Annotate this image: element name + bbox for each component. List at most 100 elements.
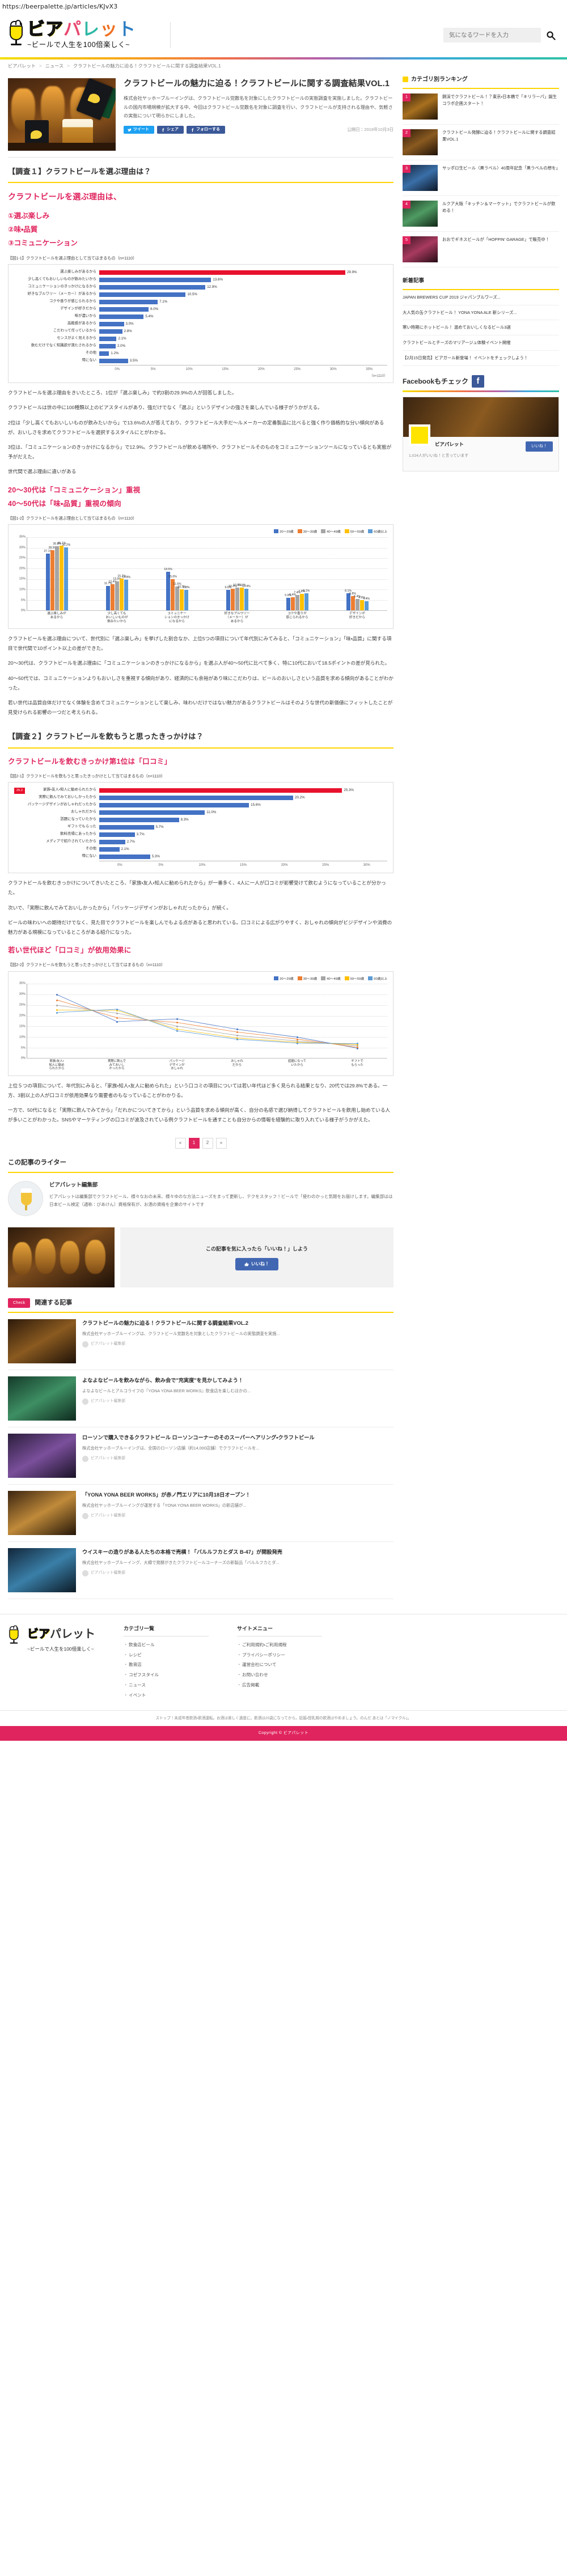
avatar [82, 1455, 88, 1462]
table-row: コクや香りが感じられるから 7.1% [14, 299, 387, 305]
share-facebook-button[interactable]: シェア [157, 125, 184, 134]
facebook-like-button[interactable]: いいね！ [526, 441, 553, 452]
bar-label: 飲料売場にあったから [60, 832, 96, 836]
legend-item: 30〜39歳 [297, 976, 317, 983]
data-point [236, 1035, 238, 1037]
list-item[interactable]: 3 サッポロ生ビール〈黒ラベル〉40周年記念「黒ラベルの想を」 [403, 160, 560, 196]
list-item[interactable]: JAPAN BREWERS CUP 2019 ジャパンブルワーズ... [403, 290, 559, 305]
bar-label: 少し高くてもおいしいものが飲みたいから [28, 277, 96, 282]
figure1-chart: 選ぶ楽しみがあるから 29.9% 少し高くてもおいしいものが飲みたいから 13.6% コ… [8, 263, 393, 384]
bar: 10.3% [229, 585, 237, 611]
like-box-text: この記事を気に入ったら「いいね！」しよう [205, 1246, 308, 1252]
bar-track: 2.0% [99, 343, 387, 348]
list-item[interactable]: 大人気の缶クラフトビール！ YONA YONA ALE 新シリーズ... [403, 305, 559, 321]
list-item-thumbnail: 3 [403, 164, 438, 191]
list-item[interactable]: 4 ルクア大阪「キッチン＆マーケット」でクラフトビールが飲める！ [403, 196, 559, 232]
survey1-para-4: 世代間で選ぶ理由に違いがある [8, 469, 77, 475]
search-input[interactable] [443, 28, 541, 43]
breadcrumb-item-0[interactable]: ビアパレット [8, 63, 36, 69]
list-item-title: ウイスキーの造りがある人たちの本格で売横！「バルルフカとダス B-47」が開設発… [82, 1549, 282, 1555]
list-item[interactable]: ウイスキーの造りがある人たちの本格で売横！「バルルフカとダス B-47」が開設発… [8, 1542, 393, 1599]
bar-value: 15.0% [168, 575, 177, 579]
list-item[interactable]: 5 おおでギネスビールが「HOPPIN' GARAGE」で販売中！ [403, 232, 559, 267]
axis-tick: 35% [19, 535, 26, 539]
like-button[interactable]: いいね！ [235, 1258, 278, 1270]
bar-value: 14.8% [122, 575, 131, 579]
list-item[interactable]: 【2月15日発売】ビアガール新登場！ イベントをチェックしよう！ [403, 351, 559, 366]
site-logo[interactable]: ビアパレット ~ビールで人生を100倍楽しく~ [8, 19, 136, 51]
list-item[interactable]: よなよなビールを飲みながら、飲み会で"充実度"を見かしてみよう！ よなよなビールと… [8, 1370, 393, 1427]
axis-label: コクや香りが 感じられるから [286, 612, 308, 620]
table-row: 飲料売場にあったから 3.7% [14, 831, 387, 838]
footer-link[interactable]: 教育店 [124, 1660, 209, 1670]
breadcrumb-item-1[interactable]: ニュース [45, 63, 64, 69]
search-icon[interactable] [546, 31, 556, 40]
bar-value: 11.0% [206, 810, 217, 814]
axis-tick: 20% [257, 367, 265, 371]
table-row: 話題になっていたから 8.3% [14, 817, 387, 823]
footer-link[interactable]: コゼフスタイル [124, 1670, 209, 1681]
list-item[interactable]: クラフトビールの魅力に迫る！クラフトビールに関する調査結果VOL.2 株式会社ヤッ… [8, 1313, 393, 1370]
survey1b-heading-2: 40〜50代は「味・品質」重視の傾向 [8, 499, 121, 508]
share-twitter-button[interactable]: ツイート [124, 125, 154, 134]
footer-link[interactable]: 広告掲載 [237, 1681, 322, 1691]
breadcrumb-item-2[interactable]: クラフトビールの魅力に迫る！クラフトビールに関する調査結果VOL.1 [73, 63, 221, 69]
footer-link[interactable]: ニュース [124, 1681, 209, 1691]
list-item[interactable]: 「YONA YONA BEER WORKS」が赤ノ門エリアに10月18日オープン… [8, 1485, 393, 1542]
axis-label: おしゃれ だから [231, 1060, 243, 1067]
bar-track: 3.5% [99, 358, 387, 363]
page-next[interactable]: » [215, 1137, 227, 1149]
footer-col-0-title: カテゴリ一覧 [124, 1625, 209, 1637]
list-item[interactable]: 2 クラフトビール発酵に迫る！クラフトビールに関する調査結果VOL.1 [403, 125, 559, 160]
browser-url-bar[interactable]: https://beerpalette.jp/articles/KJvX3 [2, 3, 118, 10]
survey1-para-0: クラフトビールを選ぶ理由をきいたところ、1位が「選ぶ楽しみ」で約3割の29.9%… [8, 390, 237, 396]
bar-track: 3.7% [99, 832, 387, 837]
bar: 9.8% [183, 586, 189, 611]
page-prev[interactable]: « [175, 1137, 186, 1149]
like-box-image [8, 1227, 115, 1288]
axis-tick: 25% [19, 1003, 26, 1007]
table-row: 特にない 5.3% [14, 853, 387, 860]
data-point [296, 1040, 298, 1042]
figure4-caption: 【図2-2】クラフトビールを飲もうと思ったきっかけとして当てはまるもの（n=11… [8, 962, 166, 968]
share-follow-button[interactable]: フォローする [187, 125, 225, 134]
bar: 8.1% [345, 589, 352, 611]
survey1-para-2: 2位は「少し高くてもおいしいものが飲みたいから」で13.6%の人が答えており、ク… [8, 419, 384, 435]
legend-item: 50〜59歳 [344, 529, 364, 535]
facebook-like-count: 1,024人がいいね！と言っています [409, 453, 469, 458]
facebook-page-plugin[interactable]: ビアパレット いいね！ 1,024人がいいね！と言っています [403, 396, 559, 471]
list-item[interactable]: 1 錦渓でクラフトビール！？東京・日本橋で「キリラーパ」誕生コラボ企画スタート！ [403, 89, 559, 125]
footer-link[interactable]: 運営会社について [237, 1660, 322, 1670]
footer-link[interactable]: お問い合わせ [237, 1670, 322, 1681]
y-axis: 0% 5% 10% 15% 20% 25% 30% 35% [14, 535, 27, 612]
table-row: 味が濃いから 5.4% [14, 313, 387, 320]
bar: 11.5% [173, 583, 181, 611]
bar: 7.8% [298, 590, 305, 611]
axis-tick: 35% [366, 367, 373, 371]
page-2[interactable]: 2 [202, 1137, 213, 1149]
bar-track: 6.0% [99, 307, 387, 312]
footer-link[interactable]: イベント [124, 1691, 209, 1701]
footer-link[interactable]: 飲食店ビール [124, 1640, 209, 1650]
bar-track: 12.9% [99, 284, 387, 290]
list-item[interactable]: 寒い時期にホットビール！ 温めておいしくなるビール3選 [403, 320, 559, 336]
bar-fill [99, 299, 158, 304]
survey2-para-2: ビールの味わいへの期待だけでなく、見た目でクラフトビールを楽しんでもよる点がある… [8, 919, 392, 935]
list-item-title: おおでギネスビールが「HOPPIN' GARAGE」で販売中！ [442, 236, 550, 242]
list-item[interactable]: クラフトビールとチーズのマリアージュ体験イベント開催 [403, 335, 559, 351]
legend-item: 40〜49歳 [321, 529, 341, 535]
bar-label: コミュニケーションのきっかけになるから [28, 284, 96, 289]
list-item[interactable]: ローソンで購入できるクラフトビール ローソンコーナーのそのスーパーヘアリング・ク… [8, 1427, 393, 1485]
bar: 27.1% [44, 550, 52, 611]
footer-link[interactable]: レシピ [124, 1650, 209, 1660]
bar-track: 3.0% [99, 321, 387, 326]
page-1[interactable]: 1 [188, 1137, 200, 1149]
data-point [356, 1045, 358, 1047]
bar-value: 4.9% [358, 596, 365, 600]
thumbs-up-icon [244, 1262, 249, 1266]
bar-value: 20.2% [295, 795, 305, 800]
footer-link[interactable]: ご利用規約・ご利用規程 [237, 1640, 322, 1650]
footer-link[interactable]: プライバシーポリシー [237, 1650, 322, 1660]
article-hero-image [8, 78, 116, 151]
data-point [56, 1009, 58, 1011]
